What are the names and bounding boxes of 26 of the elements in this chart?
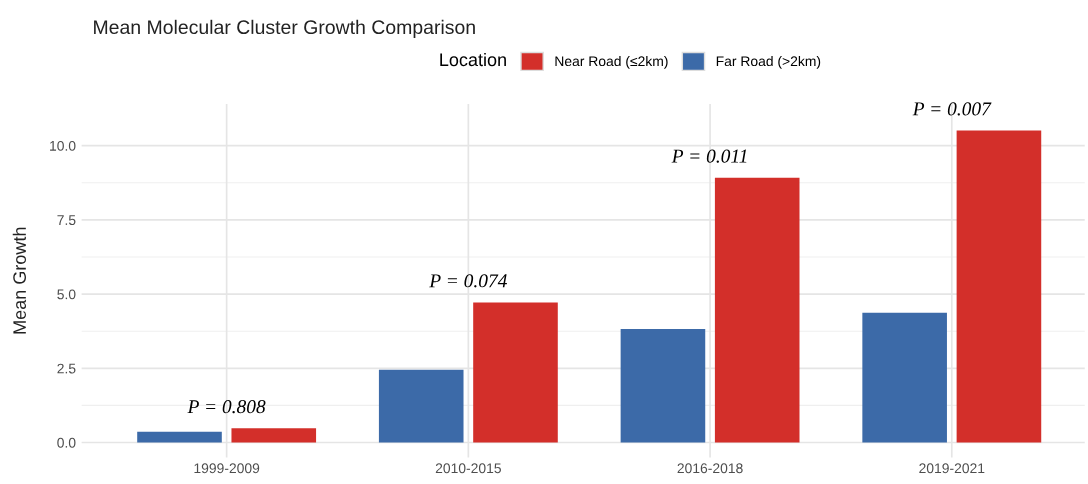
x-tick-label: 1999-2009 (194, 463, 260, 474)
legend-title: Location (440, 52, 506, 67)
chart-title: Mean Molecular Cluster Growth Comparison (94, 19, 475, 38)
legend-label: Far Road (>2km) (716, 55, 821, 69)
annotation: P = 0.808 (187, 400, 266, 414)
bar (137, 431, 222, 443)
bar (862, 312, 947, 443)
y-axis-title: Mean Growth (12, 227, 26, 334)
annotation: P = 0.011 (671, 149, 747, 163)
y-tick-label: 2.5 (57, 363, 76, 374)
bar (956, 130, 1042, 443)
x-tick-label: 2016-2018 (677, 463, 743, 474)
bar (714, 177, 800, 443)
y-tick-label: 5.0 (57, 289, 76, 300)
annotation: P = 0.007 (912, 102, 992, 116)
bar (473, 302, 558, 443)
bar (231, 428, 317, 443)
y-tick-label: 7.5 (57, 215, 76, 226)
legend-label: Near Road (≤2km) (555, 55, 668, 69)
x-tick-label: 2010-2015 (435, 463, 501, 474)
y-tick-label: 10.0 (50, 140, 76, 151)
y-tick-label: 0.0 (57, 437, 76, 448)
bar (620, 329, 706, 443)
bar (378, 369, 464, 443)
x-tick-label: 2019-2021 (919, 463, 985, 474)
annotation: P = 0.074 (429, 274, 507, 288)
